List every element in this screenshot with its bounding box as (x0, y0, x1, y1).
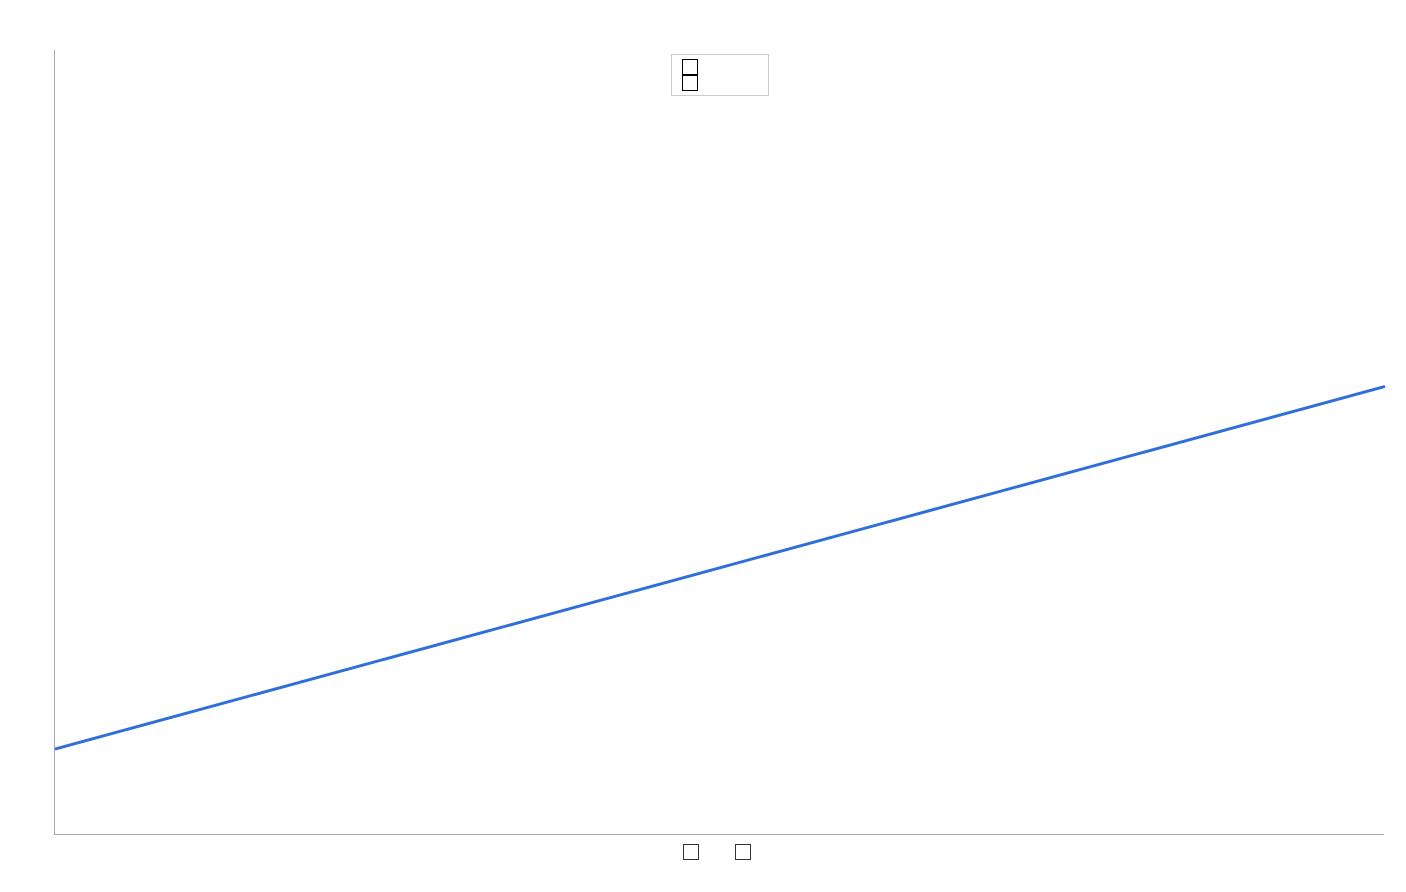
swatch-laotians (682, 75, 698, 91)
trend-line (55, 386, 1385, 749)
stats-row-ukrainians (682, 59, 758, 75)
swatch-ukrainians (683, 844, 699, 860)
swatch-laotians (735, 844, 751, 860)
plot-area (54, 50, 1384, 835)
bottom-legend (683, 844, 757, 860)
stats-legend (671, 54, 769, 96)
swatch-ukrainians (682, 59, 698, 75)
legend-item-ukrainians (683, 844, 705, 860)
stats-row-laotians (682, 75, 758, 91)
legend-item-laotians (735, 844, 757, 860)
scatter-svg (55, 50, 1385, 835)
